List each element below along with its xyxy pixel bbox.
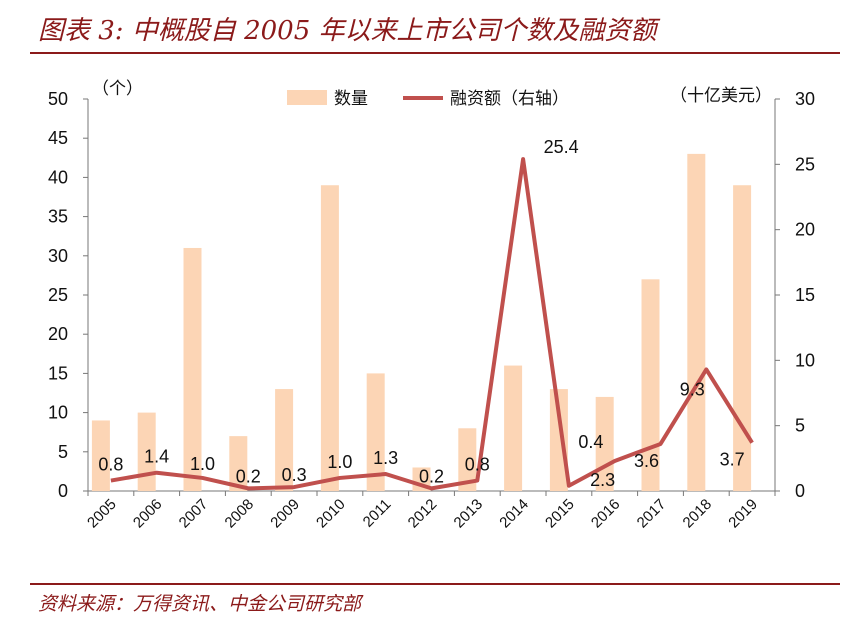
data-labels: 0.8 1.4 1.0 0.2 0.3 1.0 1.3 0.2 0.8 25.4 0.4 2.3 3.6… [98,137,744,490]
left-tick-label: 50 [48,89,68,109]
legend: 数量 融资额（右轴） [287,89,569,109]
left-tick-label: 15 [48,363,68,383]
x-tick-label: 2006 [130,496,166,532]
bar-count [320,185,339,492]
x-tick-label: 2009 [267,496,303,532]
x-tick-label: 2014 [496,496,532,532]
line-data-label: 1.0 [190,454,215,474]
x-tick-label: 2005 [84,496,120,532]
bars [91,153,752,492]
line-series [110,157,754,491]
bar-count [687,153,706,491]
left-tick-label: 0 [58,481,68,501]
bar-count [183,247,202,491]
bar-count [504,365,523,491]
line-data-label: 2.3 [590,470,615,490]
left-tick-label: 5 [58,442,68,462]
x-tick-label: 2018 [680,496,716,532]
legend-label-bar: 数量 [334,89,368,109]
line-data-label: 0.8 [465,455,490,475]
left-tick-label: 10 [48,403,68,423]
left-tick-label: 25 [48,285,68,305]
left-tick-label: 20 [48,324,68,344]
right-tick-label: 20 [795,220,815,240]
bar-count [549,389,568,491]
line-data-label: 0.8 [98,455,123,475]
line-data-label: 1.0 [327,452,352,472]
chart-title: 图表 3: 中概股自 2005 年以来上市公司个数及融资额 [38,16,657,46]
x-tick-label: 2008 [222,496,258,532]
bar-count [275,389,294,491]
bar-count [366,373,385,491]
legend-label-line: 融资额（右轴） [450,89,569,109]
x-tick-label: 2010 [313,496,349,532]
right-tick-label: 25 [795,154,815,174]
right-tick-label: 5 [795,416,805,436]
right-tick-label: 0 [795,481,805,501]
right-tick-label: 10 [795,350,815,370]
line-data-label: 9.3 [680,379,705,399]
left-tick-label: 35 [48,207,68,227]
bar-count [137,412,156,491]
legend-swatch-bar [287,90,327,105]
x-tick-label: 2016 [588,496,624,532]
x-tick-label: 2012 [405,496,441,532]
x-tick-label: 2007 [176,496,212,532]
line-data-label: 0.3 [282,465,307,485]
line-data-label: 3.7 [720,450,745,470]
left-tick-label: 45 [48,128,68,148]
bar-count [733,185,752,492]
line-data-label: 0.2 [236,466,261,486]
x-tick-label: 2013 [451,496,487,532]
left-tick-label: 40 [48,167,68,187]
source-note: 资料来源：万得资讯、中金公司研究部 [38,593,362,615]
right-tick-label: 15 [795,285,815,305]
bar-count [229,436,248,491]
line-data-label: 1.3 [373,448,398,468]
x-tick-label: 2019 [725,496,761,532]
line-data-label: 0.2 [419,466,444,486]
bar-count [458,428,477,491]
bar-count [641,279,660,491]
left-tick-label: 30 [48,246,68,266]
x-tick-label: 2011 [360,496,395,531]
source-divider [30,583,840,585]
line-data-label: 3.6 [634,451,659,471]
x-tick-label: 2017 [634,496,670,532]
title-divider [30,52,840,54]
line-data-label: 0.4 [578,432,603,452]
right-axis-unit: （十亿美元） [670,86,772,106]
left-axis-unit: （个） [92,79,143,99]
line-data-label: 1.4 [144,447,169,467]
right-tick-label: 30 [795,89,815,109]
line-data-label: 25.4 [544,137,579,157]
bar-count [91,420,110,491]
x-tick-label: 2015 [542,496,578,532]
